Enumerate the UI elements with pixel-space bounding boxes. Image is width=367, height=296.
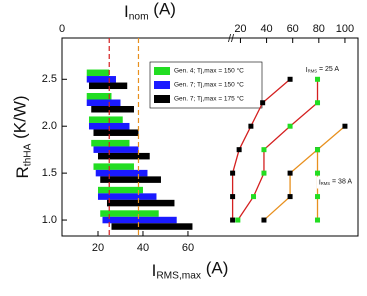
- x2-axis-label-part: (A): [149, 0, 176, 19]
- annotation-part: I: [319, 179, 321, 186]
- marker: [315, 194, 321, 200]
- bar: [88, 116, 123, 123]
- legend-label: Gen. 4; Tj,max = 150 °C: [174, 67, 244, 75]
- marker: [230, 217, 236, 223]
- y-tick-label: 2.5: [42, 73, 57, 85]
- marker: [261, 170, 267, 176]
- x2-tick-label: 100: [336, 23, 354, 35]
- annotation-part: RMS: [308, 68, 318, 73]
- annotation-part: RMS: [321, 181, 331, 186]
- x-tick-label: 20: [92, 242, 104, 254]
- y-axis-label-part: thHA: [22, 143, 33, 166]
- bar: [106, 199, 175, 207]
- marker: [342, 123, 348, 129]
- bar: [86, 76, 116, 83]
- axis-break: //: [228, 33, 235, 45]
- bar: [111, 223, 193, 230]
- x-axis-label: IRMS,max (A): [152, 259, 229, 281]
- bar: [91, 105, 134, 113]
- x-tick-label: 40: [137, 242, 149, 254]
- x-tick-label: 60: [182, 242, 194, 254]
- bar: [88, 82, 128, 90]
- bar: [95, 169, 148, 177]
- y-axis-label-part: (K/W): [11, 95, 30, 143]
- marker: [315, 100, 321, 106]
- annotation-bg: [303, 63, 344, 76]
- x2-axis-label: Inom (A): [124, 0, 176, 22]
- bar: [86, 92, 112, 100]
- legend-label: Gen. 7; Tj,max = 150 °C: [174, 81, 244, 89]
- x-axis-label-part: (A): [201, 259, 228, 278]
- x-axis-label-part: RMS,max: [156, 270, 201, 281]
- marker: [236, 147, 242, 153]
- bar: [100, 176, 161, 183]
- x2-axis-label-part: nom: [129, 11, 149, 22]
- marker: [315, 147, 321, 153]
- bar: [93, 163, 134, 170]
- marker: [251, 194, 257, 200]
- line: [263, 125, 346, 221]
- marker: [287, 123, 293, 129]
- x2-axis-label-part: I: [124, 2, 129, 21]
- marker: [230, 170, 236, 176]
- marker: [248, 123, 254, 129]
- annotation: IRMS = 25 A: [306, 66, 340, 74]
- bar: [97, 186, 143, 194]
- marker: [261, 147, 267, 153]
- marker: [287, 194, 293, 200]
- x2-tick-label: 20: [234, 23, 246, 35]
- bar: [93, 146, 139, 153]
- marker: [261, 217, 267, 223]
- annotation-part: = 38 A: [330, 178, 352, 185]
- bar: [91, 139, 130, 147]
- legend-label: Gen. 7; Tj,max = 175 °C: [174, 95, 244, 103]
- y-tick-label: 2.0: [42, 120, 57, 132]
- y-axis-label: RthHA (K/W): [11, 95, 33, 178]
- x2-tick-label: 80: [313, 23, 325, 35]
- bar: [97, 152, 150, 160]
- marker: [235, 217, 241, 223]
- marker: [287, 76, 293, 82]
- annotation: IRMS = 38 A: [319, 178, 353, 186]
- legend-swatch: [154, 67, 170, 75]
- x2-tick-label: 60: [287, 23, 299, 35]
- y-axis-label-part: R: [13, 166, 32, 178]
- marker: [287, 170, 293, 176]
- y-tick-label: 1.0: [42, 214, 57, 226]
- annotation-part: = 25 A: [317, 66, 339, 73]
- marker: [315, 217, 321, 223]
- plot-frame: [61, 37, 359, 237]
- marker: [230, 194, 236, 200]
- legend-swatch: [154, 81, 170, 89]
- y-tick-label: 1.5: [42, 167, 57, 179]
- x-axis-label-part: I: [152, 261, 157, 280]
- marker: [315, 170, 321, 176]
- marker: [315, 76, 321, 82]
- bar: [100, 210, 159, 217]
- bar: [86, 69, 110, 77]
- x2-tick-label: 0: [59, 23, 65, 35]
- bar: [93, 129, 139, 136]
- bar: [102, 216, 177, 224]
- annotation-part: I: [306, 67, 308, 74]
- x2-tick-label: 40: [260, 23, 272, 35]
- marker: [260, 100, 266, 106]
- legend-swatch: [154, 95, 170, 103]
- bar: [97, 193, 157, 200]
- bar: [86, 99, 121, 106]
- annotation-bg: [316, 176, 357, 189]
